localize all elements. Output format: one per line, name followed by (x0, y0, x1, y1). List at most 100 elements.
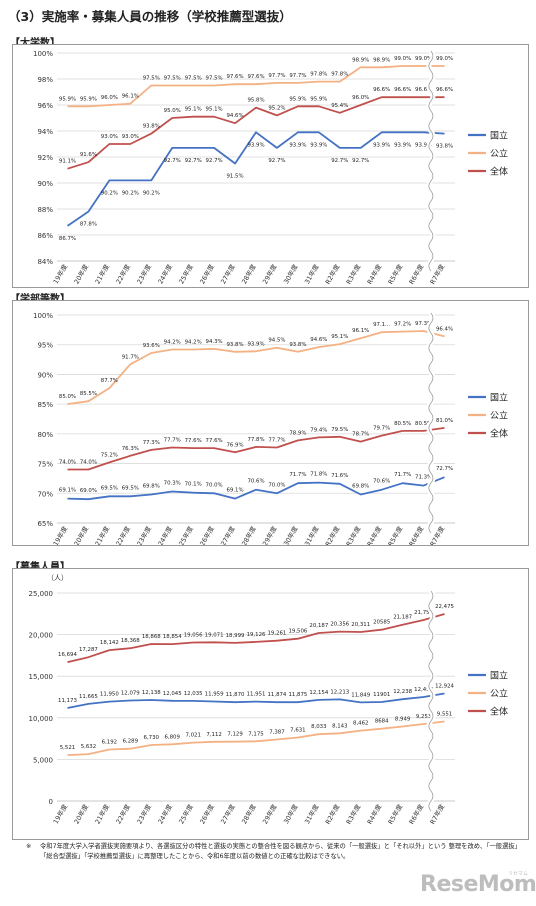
legend-label-total: 全体 (490, 428, 508, 440)
data-label: 92.7% (206, 158, 223, 164)
y-tick-label: 70% (37, 490, 53, 498)
x-tick-label: 26年度 (197, 802, 216, 825)
y-tick-label: 92% (37, 154, 53, 162)
x-tick-label: 23年度 (135, 262, 154, 285)
data-label: 16,694 (58, 652, 77, 658)
data-label: 91.7% (122, 354, 139, 360)
x-tick-label: 19年度 (51, 262, 70, 285)
data-label: 77.7% (268, 438, 285, 444)
data-label: 95.9% (310, 96, 327, 102)
data-label: 93.0% (122, 134, 139, 140)
x-tick-label: 29年度 (260, 524, 279, 545)
data-label: 93.9% (247, 341, 264, 347)
x-tick-label: R3年度 (344, 524, 363, 545)
legend-label-total: 全体 (490, 166, 508, 178)
y-tick-label: 96% (37, 102, 53, 110)
section-label-faculties: 【学部等数】 (10, 290, 70, 305)
data-label: 7,112 (206, 732, 221, 738)
data-label: 95.1% (331, 334, 348, 340)
x-tick-label: R4年度 (365, 802, 384, 826)
y-tick-label: 90% (37, 371, 53, 379)
data-label: 20,311 (351, 622, 370, 628)
y-tick-label: 88% (37, 206, 53, 214)
data-label: 19,126 (247, 632, 266, 638)
x-tick-label: 31年度 (302, 262, 321, 285)
x-tick-label: R3年度 (344, 262, 363, 286)
series-line-public (67, 720, 445, 756)
data-label: 6,289 (123, 739, 139, 745)
data-label: 77.7% (164, 438, 181, 444)
x-tick-label: 19年度 (51, 802, 70, 825)
data-label: 70.6% (373, 479, 390, 485)
data-label: 93.9% (289, 142, 306, 148)
data-label: 80.5% (415, 421, 432, 427)
data-label: 93.6% (143, 343, 160, 349)
data-label: 96.4% (436, 326, 453, 332)
data-label: 7,631 (290, 728, 305, 734)
data-label: 70.6% (247, 479, 264, 485)
x-tick-label: 24年度 (156, 802, 175, 825)
data-label: 11,665 (79, 694, 98, 700)
y-tick-label: 84% (37, 258, 53, 266)
data-label: 11,951 (247, 692, 266, 698)
data-label: 69.1% (59, 488, 76, 494)
data-label: 77.6% (185, 438, 202, 444)
data-label: 97.5% (206, 76, 223, 82)
x-tick-label: 19年度 (51, 524, 70, 545)
data-label: 99.0% (415, 56, 432, 62)
legend-label-public: 公立 (490, 688, 508, 700)
data-label: 96.6% (415, 87, 432, 93)
x-tick-label: 24年度 (156, 262, 175, 285)
data-label: 93.8% (143, 124, 160, 130)
data-label: 93.9% (310, 142, 327, 148)
chart-faculties-svg: 65% 70% 75% 80% 85% 90% 95% 100% 19年度 20年度 21年度 22年… (33, 311, 508, 545)
legend-label-public: 公立 (490, 148, 508, 160)
series-line-total (67, 427, 445, 471)
data-label: 97.5% (143, 76, 160, 82)
resemom-logo: ReseMom (420, 872, 536, 897)
axis-break-line (428, 50, 434, 272)
data-label: 11,950 (100, 692, 119, 698)
x-tick-label: R5年度 (386, 802, 405, 826)
x-tick-label: 21年度 (93, 262, 112, 285)
series-line-public (67, 330, 445, 405)
x-tick-label: 22年度 (114, 262, 133, 285)
data-label: 11,959 (205, 692, 224, 698)
data-label: 12,138 (142, 690, 161, 696)
data-label: 69.1% (226, 488, 243, 494)
data-label: 74.0% (80, 460, 97, 466)
x-tick-label: 27年度 (218, 524, 237, 545)
data-label: 97.8% (310, 72, 327, 78)
data-label: 18,999 (226, 633, 245, 639)
data-label: 18,368 (121, 638, 140, 644)
series-line-national (67, 476, 445, 501)
axis-break-line (428, 312, 434, 534)
unit-label: （人） (47, 574, 68, 582)
data-label: 93.9% (394, 142, 411, 148)
x-tick-label: 25年度 (176, 262, 195, 285)
data-label: 95.4% (331, 103, 348, 109)
y-tick-label: 15,000 (29, 673, 54, 681)
series-line-total (67, 96, 445, 170)
chart-universities-svg: 84% 86% 88% 90% 92% 94% 96% 98% 100% 19年度 20年度 21年度… (33, 49, 508, 286)
data-label: 95.2% (268, 105, 285, 111)
data-label: 11,173 (58, 698, 77, 704)
data-label: 90.2% (122, 190, 139, 196)
data-label: 71.7% (394, 472, 411, 478)
data-label: 18,854 (163, 634, 182, 640)
data-label: 18,868 (142, 634, 161, 640)
x-tick-label: 24年度 (156, 524, 175, 545)
data-label: 19,071 (205, 632, 224, 638)
data-label: 94.6% (310, 337, 327, 343)
data-label: 97.8% (331, 72, 348, 78)
data-label: 95.9% (289, 96, 306, 102)
data-label: 11,849 (351, 692, 370, 698)
y-tick-label: 100% (33, 50, 53, 58)
data-label: 85.0% (59, 394, 76, 400)
data-label: 97.7% (289, 73, 306, 79)
x-tick-label: 28年度 (239, 802, 258, 825)
data-label: 71.8% (310, 472, 327, 478)
data-label: 17,287 (79, 647, 98, 653)
x-tick-label: 21年度 (93, 524, 112, 545)
data-label: 76.9% (226, 442, 243, 448)
